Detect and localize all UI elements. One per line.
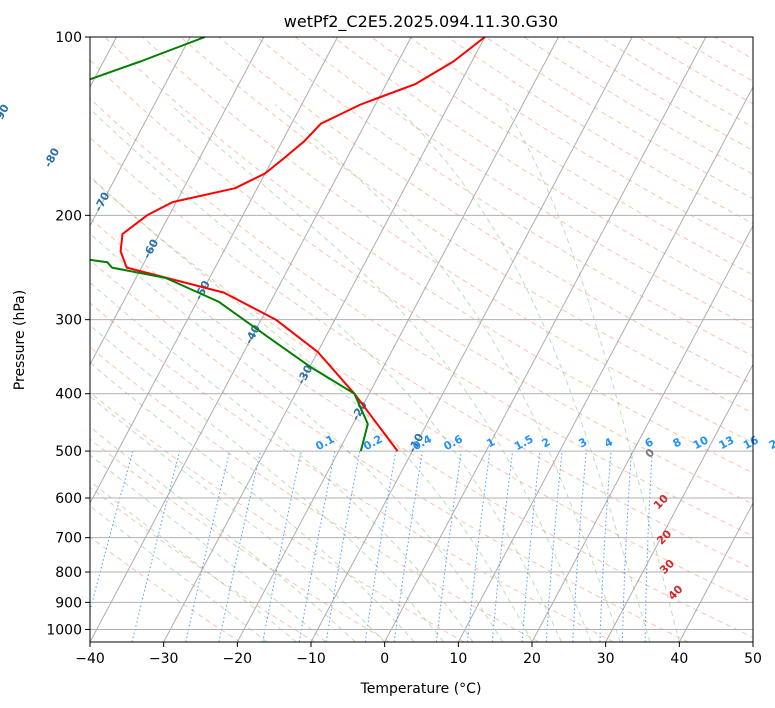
y-tick-label: 900 <box>55 595 82 611</box>
mixing-ratio-line <box>545 451 563 642</box>
isotherm-line <box>236 37 559 642</box>
dry-adiabat-line <box>142 37 753 444</box>
dry-adiabat-line <box>90 302 614 642</box>
y-tick-label: 800 <box>55 565 82 581</box>
mixing-ratio-line <box>467 451 491 642</box>
moist-adiabat-line <box>90 175 533 642</box>
x-tick-label: 30 <box>597 651 615 667</box>
y-axis-title: Pressure (hPa) <box>12 290 28 390</box>
mixing-ratio-label: 13 <box>717 433 737 452</box>
isotherm-line <box>531 224 753 642</box>
moist-adiabat-line <box>90 362 415 642</box>
dry-adiabat-line <box>90 438 390 642</box>
mixing-ratio-line <box>521 451 541 642</box>
moist-adiabat-line <box>90 505 268 642</box>
mixing-ratio-label: 16 <box>741 433 761 452</box>
dry-adiabat-line <box>90 391 465 642</box>
mixing-ratio-line <box>364 451 397 642</box>
isotherm-line <box>457 85 753 642</box>
y-tick-label: 700 <box>55 531 82 547</box>
moist-adiabat-line <box>90 480 297 642</box>
y-tick-label: 500 <box>55 444 82 460</box>
y-tick-label: 200 <box>55 208 82 224</box>
dewpoint-profile-line <box>90 37 369 452</box>
moist-adiabat-line <box>503 104 680 642</box>
moist-adiabat-line <box>90 324 444 642</box>
dry-adiabat-line <box>90 176 753 604</box>
isotherm-line <box>90 37 265 366</box>
mixing-ratio-line <box>393 451 423 642</box>
x-tick-label: 40 <box>670 651 688 667</box>
moist-adiabat-line <box>274 104 621 642</box>
x-tick-label: −30 <box>149 651 179 667</box>
isotherm-line <box>384 37 707 642</box>
x-tick-label: 10 <box>449 651 467 667</box>
x-tick-label: 20 <box>523 651 541 667</box>
x-tick-label: −10 <box>296 651 326 667</box>
isotherm-line <box>90 37 338 505</box>
isotherm-line <box>678 502 753 642</box>
dry-adiabat-line <box>90 259 689 642</box>
moist-adiabat-line <box>90 454 327 642</box>
mixing-ratio-line <box>491 451 514 642</box>
x-tick-label: 50 <box>744 651 762 667</box>
x-axis-ticks: −40 −30 −20 −10 0 10 20 30 40 50 <box>75 642 762 667</box>
x-tick-label: −20 <box>223 651 253 667</box>
mixing-ratio-line <box>218 450 261 642</box>
y-axis-ticks: 100 200 300 400 500 600 700 800 900 1000 <box>46 30 90 638</box>
mixing-ratio-line <box>435 451 462 642</box>
mixing-ratio-label: 10 <box>691 433 711 452</box>
dry-adiabat-line <box>90 136 753 570</box>
x-tick-label: −40 <box>75 651 105 667</box>
mixing-ratio-line <box>185 450 231 642</box>
sounding-series <box>90 37 486 452</box>
background-reference-lines <box>90 37 753 642</box>
mixing-ratio-label: 20 <box>767 433 775 452</box>
isotherm-line <box>605 363 753 642</box>
y-tick-label: 1000 <box>46 622 82 638</box>
chart-title: wetPf2_C2E5.2025.094.11.30.G30 <box>284 12 558 32</box>
temperature-profile-line <box>119 37 486 452</box>
grid-lines <box>90 37 753 630</box>
isotherm-line <box>310 37 633 642</box>
moist-adiabat-line <box>90 232 503 642</box>
moist-adiabat-line <box>394 104 651 642</box>
plot-frame <box>89 36 754 643</box>
x-axis-title: Temperature (°C) <box>360 681 482 697</box>
dry-adiabat-line <box>294 37 753 329</box>
isotherm-line <box>90 37 412 642</box>
y-tick-label: 400 <box>55 387 82 403</box>
y-tick-label: 300 <box>55 313 82 329</box>
dry-adiabat-line <box>218 37 753 385</box>
dry-adiabat-line <box>90 59 753 505</box>
mixing-ratio-line <box>90 450 134 613</box>
dry-adiabat-line <box>90 536 241 642</box>
y-tick-label: 600 <box>55 491 82 507</box>
isotherm-line <box>90 37 191 227</box>
y-tick-label: 100 <box>55 30 82 46</box>
isotherm-line <box>163 37 486 642</box>
x-tick-label: 0 <box>380 651 389 667</box>
moist-adiabat-line <box>90 395 386 642</box>
